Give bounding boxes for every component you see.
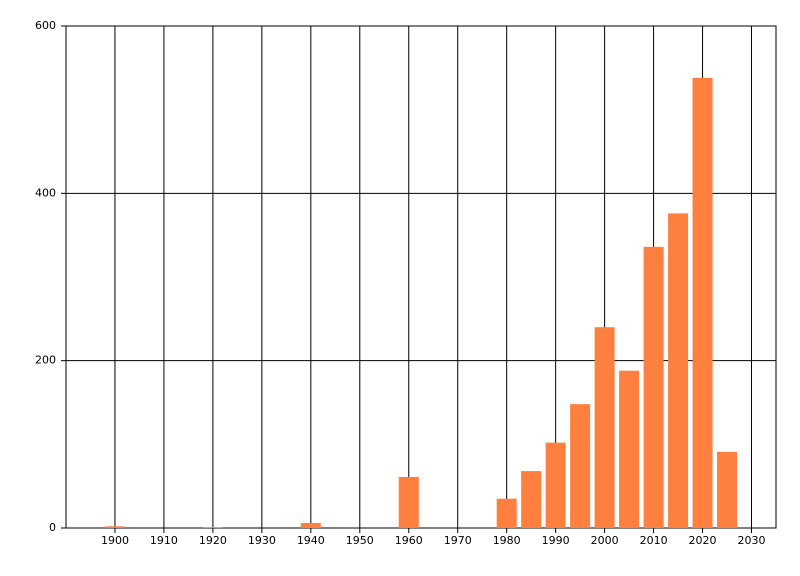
bar [521,471,542,528]
x-tick-label: 2000 [591,534,619,547]
x-tick-label: 1970 [444,534,472,547]
bar [619,370,640,528]
y-tick-label: 0 [49,521,56,534]
x-tick-label: 1960 [395,534,423,547]
bar [202,527,223,528]
x-tick-label: 1910 [150,534,178,547]
bar [717,451,738,528]
bar [398,476,419,528]
x-tick-label: 1930 [248,534,276,547]
bar [545,442,566,528]
x-tick-label: 2010 [640,534,668,547]
bar [643,246,664,528]
x-tick-label: 2020 [689,534,717,547]
bar [692,77,713,528]
bar [594,327,615,528]
bar [496,498,517,528]
y-tick-label: 600 [35,19,56,32]
y-tick-label: 200 [35,354,56,367]
x-tick-label: 1920 [199,534,227,547]
bar [570,404,591,528]
bar [300,522,321,528]
y-tick-label: 400 [35,186,56,199]
x-tick-label: 1950 [346,534,374,547]
x-tick-label: 1980 [493,534,521,547]
x-tick-label: 2030 [738,534,766,547]
bar [104,526,125,528]
x-tick-label: 1900 [101,534,129,547]
x-tick-label: 1940 [297,534,325,547]
x-tick-label: 1990 [542,534,570,547]
bar [668,213,689,528]
